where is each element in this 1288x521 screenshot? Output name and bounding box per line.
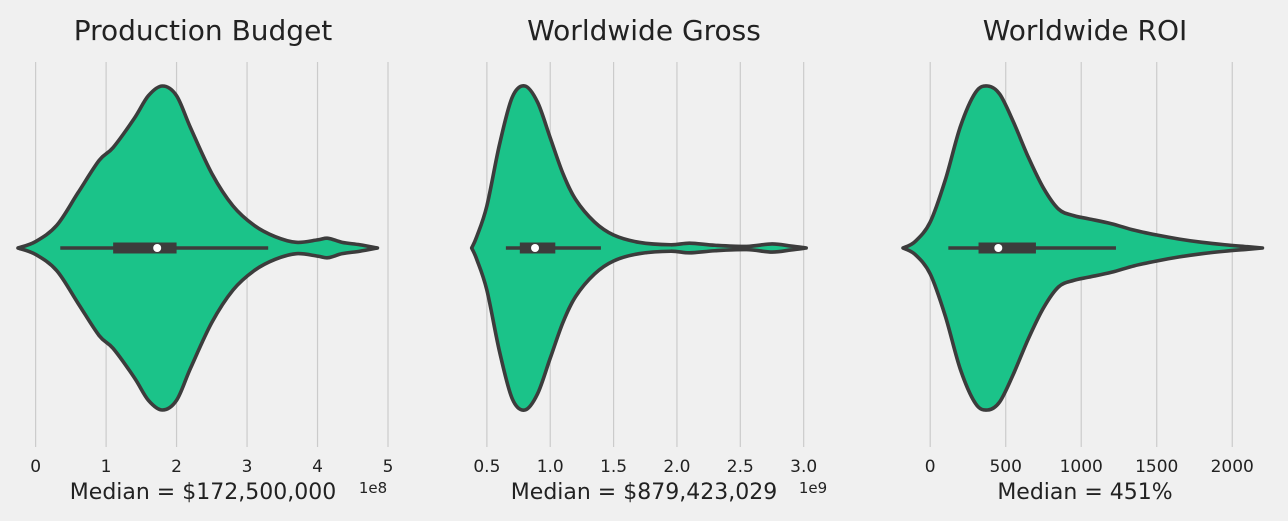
panel-worldwide-roi: Worldwide ROI 0 500 1000 1500 2000 Median = …	[901, 14, 1265, 505]
offset-text: 1e8	[359, 479, 387, 497]
violin-body	[469, 84, 808, 412]
x-axis-label: Median = $172,500,000	[70, 480, 336, 505]
x-tick-label: 3.0	[790, 457, 817, 477]
x-tick-label: 1	[101, 457, 112, 477]
violin-group	[469, 84, 808, 412]
x-tick-label: 1000	[1060, 457, 1103, 477]
median-marker	[153, 244, 162, 252]
x-axis-label: Median = $879,423,029	[511, 480, 777, 505]
x-tick-label: 2000	[1211, 457, 1254, 477]
panel-worldwide-gross: Worldwide Gross 0.5 1.0 1.5 2.0 2.5 3.0 Media…	[469, 14, 827, 505]
x-tick-labels: 0 1 2 3 4 5	[30, 457, 393, 477]
violin-group	[16, 84, 380, 412]
iqr-box	[113, 242, 177, 254]
x-tick-label: 3	[242, 457, 253, 477]
x-tick-label: 0.5	[473, 457, 500, 477]
median-marker	[994, 244, 1003, 252]
x-tick-label: 2.5	[727, 457, 754, 477]
median-marker	[531, 244, 540, 252]
violin-group	[901, 84, 1265, 412]
x-tick-label: 4	[312, 457, 323, 477]
chart-title: Worldwide ROI	[983, 14, 1188, 47]
x-tick-label: 1500	[1135, 457, 1178, 477]
x-tick-label: 5	[383, 457, 394, 477]
x-tick-label: 2.0	[663, 457, 690, 477]
panel-production-budget: Production Budget 0 1 2 3 4 5 Median = $172,5…	[16, 14, 393, 505]
x-tick-labels: 0 500 1000 1500 2000	[925, 457, 1254, 477]
x-tick-label: 0	[30, 457, 41, 477]
x-tick-labels: 0.5 1.0 1.5 2.0 2.5 3.0	[473, 457, 817, 477]
x-tick-label: 2	[171, 457, 182, 477]
gridlines	[486, 62, 805, 447]
offset-text: 1e9	[799, 479, 827, 497]
x-tick-label: 500	[989, 457, 1021, 477]
x-tick-label: 1.5	[600, 457, 627, 477]
chart-title: Worldwide Gross	[527, 14, 761, 47]
chart-title: Production Budget	[74, 14, 333, 47]
x-axis-label: Median = 451%	[997, 480, 1172, 505]
iqr-box	[978, 242, 1036, 254]
x-tick-label: 1.0	[537, 457, 564, 477]
x-tick-label: 0	[925, 457, 936, 477]
